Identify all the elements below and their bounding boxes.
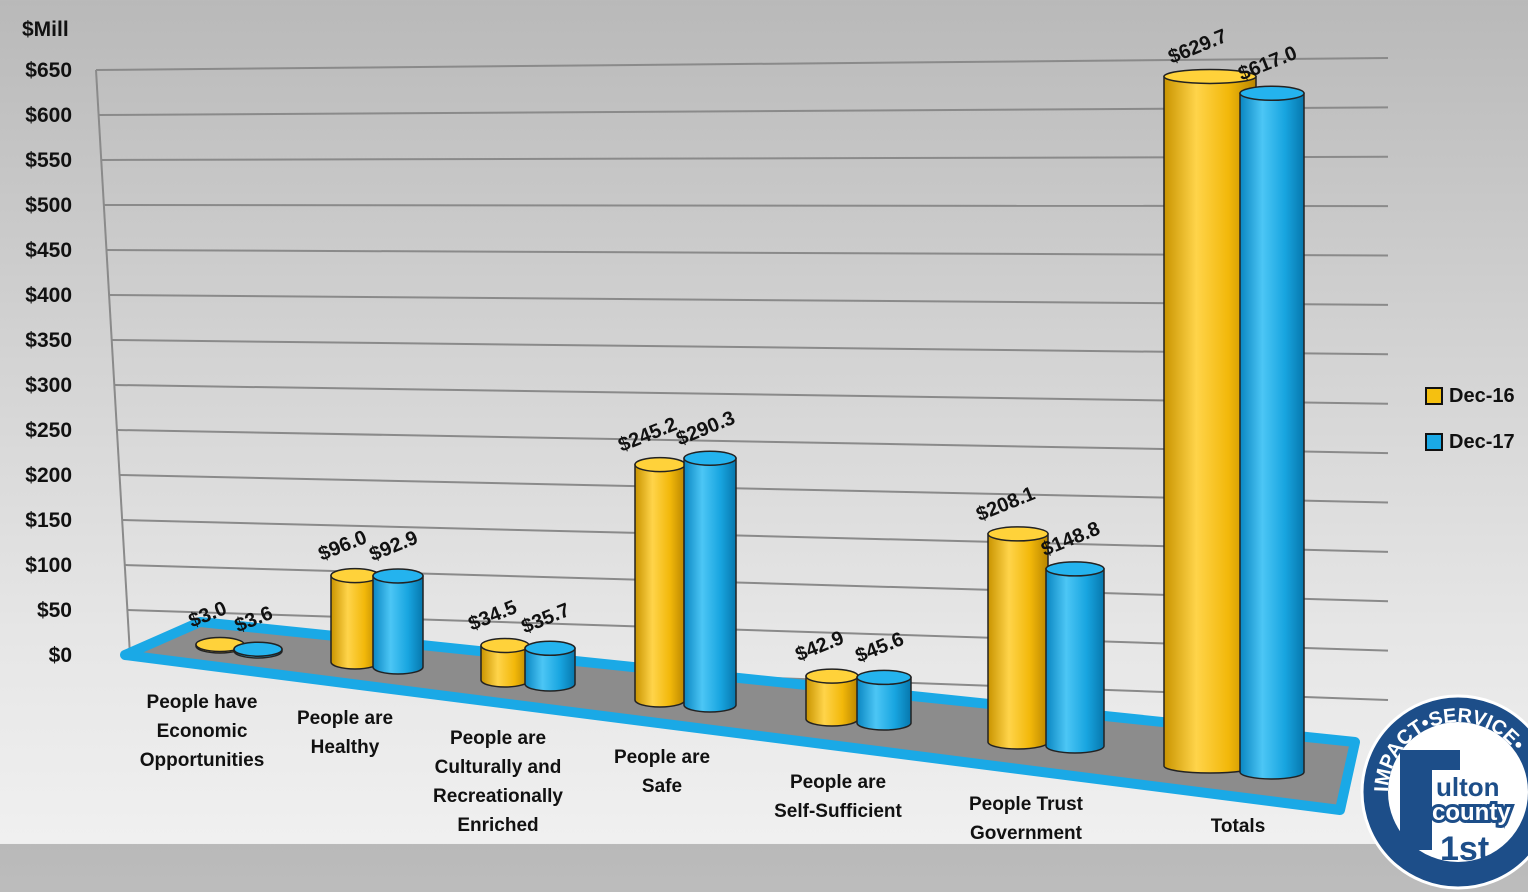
legend-label-dec-16: Dec-16 [1449, 384, 1515, 407]
y-tick-label: $0 [49, 644, 72, 667]
category-label: People are Self-Sufficient [774, 772, 902, 822]
data-label: $629.7 [1165, 25, 1230, 68]
data-label: $35.7 [518, 599, 573, 638]
y-tick-label: $50 [37, 599, 72, 622]
category-label: People Trust Government [969, 794, 1084, 844]
category-label: People have Economic Opportunities [140, 692, 265, 771]
legend-swatch-dec-16 [1425, 387, 1443, 405]
legend-swatch-dec-17 [1425, 433, 1443, 451]
legend-item-dec-17: Dec-17 [1425, 426, 1515, 458]
data-label: $34.5 [465, 596, 520, 635]
y-tick-label: $650 [25, 59, 72, 82]
legend: Dec-16 Dec-17 [1425, 380, 1515, 472]
bar-dec-17-1 [372, 568, 424, 675]
y-tick-label: $100 [25, 554, 72, 577]
bar-dec-17-3 [683, 450, 737, 713]
y-tick-label: $300 [25, 374, 72, 397]
bar-dec-16-6 [1163, 68, 1257, 774]
fulton-county-logo-icon: IMPACT•SERVICE• ulton county 1st [1360, 694, 1528, 890]
category-label: Totals [1211, 816, 1266, 837]
data-label: $290.3 [673, 407, 738, 450]
floor-plane [120, 617, 1360, 815]
legend-label-dec-17: Dec-17 [1449, 430, 1515, 453]
bar-dec-16-4 [805, 668, 859, 727]
bar-dec-17-5 [1045, 561, 1105, 754]
y-axis-ticks: $0 $50 $100 $150 $200 $250 $300 $350 $400 $450 $50… [25, 59, 72, 667]
legend-item-dec-16: Dec-16 [1425, 380, 1515, 412]
bar-dec-17-2 [524, 640, 576, 692]
y-tick-label: $500 [25, 194, 72, 217]
bar-dec-17-6 [1239, 85, 1305, 780]
data-label: $208.1 [973, 483, 1038, 526]
bar-dec-16-5 [987, 526, 1049, 750]
bar-dec-16-2 [480, 637, 530, 688]
bar-dec-17-4 [856, 669, 912, 731]
data-label: $92.9 [366, 527, 421, 566]
chart-floor [120, 617, 1360, 815]
logo-badge: 1st [1440, 830, 1489, 868]
y-tick-label: $550 [25, 149, 72, 172]
category-labels: People have Economic Opportunities People a… [140, 692, 1266, 844]
y-axis-unit-label: $Mill [22, 18, 69, 41]
logo-name-line2: county [1432, 799, 1511, 826]
y-tick-label: $450 [25, 239, 72, 262]
y-tick-label: $250 [25, 419, 72, 442]
y-tick-label: $350 [25, 329, 72, 352]
bar-dec-17-0 [233, 641, 283, 659]
data-label: $148.8 [1038, 518, 1103, 561]
data-label: $617.0 [1235, 42, 1300, 85]
bar-dec-16-1 [330, 567, 380, 670]
y-tick-label: $400 [25, 284, 72, 307]
bar-dec-16-3 [634, 456, 686, 708]
data-label: $96.0 [315, 526, 370, 565]
y-tick-label: $600 [25, 104, 72, 127]
y-tick-label: $200 [25, 464, 72, 487]
y-axis-line [95, 69, 131, 656]
category-label: People are Healthy [297, 708, 393, 758]
grid-line [95, 57, 1389, 71]
data-label: $245.2 [615, 413, 680, 456]
bar-chart: $0 $50 $100 $150 $200 $250 $300 $350 $400 $450 $50… [25, 25, 1389, 844]
bars [195, 68, 1305, 780]
category-label: People are Culturally and Recreationally En… [433, 728, 563, 836]
y-tick-label: $150 [25, 509, 72, 532]
logo-name-line1: ulton [1436, 772, 1500, 802]
category-label: People are Safe [614, 747, 710, 797]
